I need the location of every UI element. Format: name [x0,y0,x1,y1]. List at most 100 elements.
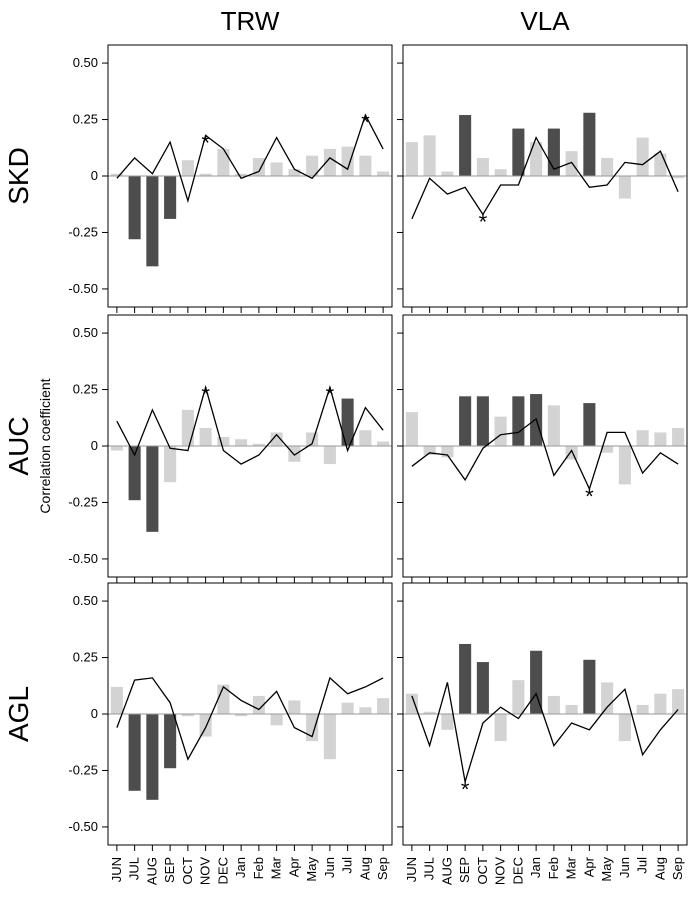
bar-aug [654,153,667,176]
column-title-vla: VLA [520,6,570,36]
bar-jan [530,142,543,176]
bar-jul [341,398,354,446]
bar-nov [494,416,507,446]
bar-oct [476,662,489,714]
bar-sep [672,689,685,714]
panel-agl-trw: 0.50 0.25 0 -0.25 -0.50 JUN JUL AUG SEP OCT NOV DEC… [68,582,393,885]
bar-feb [252,157,265,176]
bar-jul [423,711,436,714]
bar-dec [512,396,525,446]
x-tick-label-oct: OCT [180,857,195,885]
bar-jun [323,714,336,760]
bar-aug [654,432,667,446]
bar-aug [146,446,159,532]
bar-jul [423,135,436,176]
bar-jun [405,142,418,176]
x-tick-label-aug: Aug [357,857,372,880]
y-tick-label: -0.25 [68,762,98,777]
bar-oct [181,409,194,446]
bar-jul [636,430,649,446]
bar-jan [235,714,248,717]
bar-dec [217,148,230,176]
bar-jul [128,176,141,240]
bar-sep [164,176,177,219]
bar-sep [672,427,685,446]
bar-mar [270,432,283,446]
x-tick-label-dec: DEC [215,857,230,884]
row-label-agl: AGL [3,686,34,742]
bar-feb [252,695,265,714]
bar-aug [441,714,454,730]
correlation-line [411,417,679,491]
panel-auc-vla: * [397,314,688,583]
bar-nov [199,427,212,446]
bar-feb [547,405,560,446]
y-tick-label: 0.25 [73,112,98,127]
x-tick-label-nov: NOV [493,857,508,886]
bar-dec [217,684,230,714]
bar-jun [405,693,418,714]
significance-star: * [201,130,210,155]
x-tick-label-jun: Jun [617,857,632,878]
panel-skd-trw: * * 0.50 0.25 0 -0.25 -0.50 [68,44,393,313]
bar-jan [235,439,248,446]
x-tick-label-jan: Jan [233,857,248,878]
bar-dec [512,680,525,714]
x-tick-label-jul: Jul [635,857,650,874]
significance-star: * [326,382,335,407]
bar-jun [618,714,631,742]
bar-mar [565,151,578,176]
y-tick-label: 0 [91,438,98,453]
x-tick-label-apr: Apr [286,856,301,877]
y-tick-label: 0.25 [73,382,98,397]
y-tick-label: -0.25 [68,224,98,239]
x-tick-label-feb: Feb [546,857,561,879]
x-tick-label-jan: Jan [528,857,543,878]
bar-jul [341,702,354,714]
bar-sep [377,698,390,714]
y-tick-label: 0 [91,706,98,721]
x-tick-label-jun: JUN [404,857,419,882]
x-tick-label-oct: OCT [475,857,490,885]
y-tick-label: 0.25 [73,650,98,665]
panel-skd-vla: * [397,44,688,313]
bar-aug [441,171,454,176]
bar-jul [636,704,649,714]
correlation-line [411,136,679,220]
row-label-auc: AUC [3,416,34,475]
bar-aug [146,176,159,267]
bar-aug [654,693,667,714]
bar-jun [110,173,123,176]
bar-sep [459,115,472,176]
bar-jul [423,446,436,456]
x-tick-label-sep: Sep [670,857,685,880]
significance-star: * [479,209,488,234]
bar-feb [252,443,265,446]
bar-mar [565,704,578,714]
bar-feb [547,695,560,714]
bar-may [601,446,614,453]
x-tick-label-jun: JUN [109,857,124,882]
bar-may [601,157,614,176]
significance-star: * [585,484,594,509]
bar-sep [164,714,177,769]
bar-nov [494,714,507,742]
x-tick-label-mar: Mar [269,856,284,879]
bar-sep [377,171,390,176]
correlation-line [411,682,679,782]
bar-apr [583,659,596,714]
bar-oct [181,714,194,717]
bar-aug [359,155,372,176]
bar-nov [199,173,212,176]
column-title-trw: TRW [221,6,280,36]
significance-star: * [361,110,370,135]
bar-sep [377,441,390,446]
x-tick-label-dec: DEC [510,857,525,884]
bar-nov [494,169,507,176]
bar-jun [618,446,631,485]
correlation-line [116,384,384,465]
bar-sep [164,446,177,483]
x-tick-label-jul: JUL [127,857,142,880]
y-tick-label: 0 [91,168,98,183]
x-tick-label-may: May [599,857,614,882]
